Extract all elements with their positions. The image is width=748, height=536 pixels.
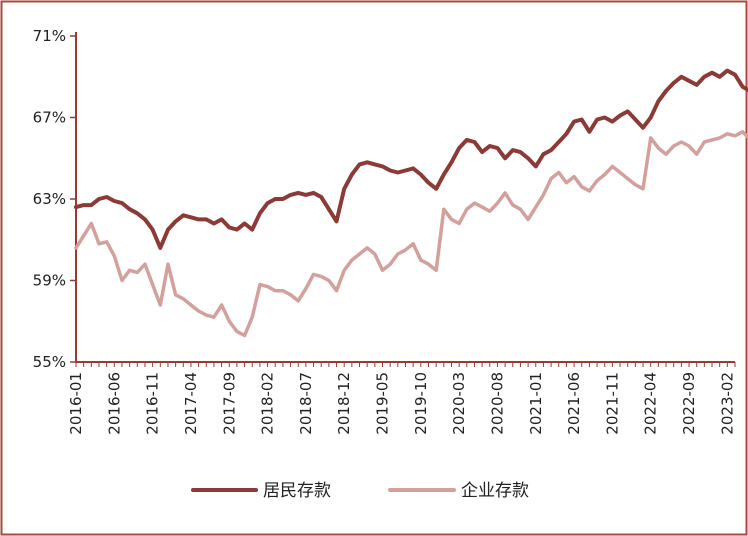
x-tick-label: 2022-04 <box>642 372 660 435</box>
x-tick-label: 2019-10 <box>412 372 430 435</box>
x-tick-label: 2020-08 <box>488 372 506 435</box>
x-tick-label: 2018-12 <box>335 372 353 435</box>
x-tick-label: 2016-06 <box>105 372 123 435</box>
series-line-corporate-deposits <box>74 130 748 338</box>
legend-item-resident-deposits-label: 居民存款 <box>263 481 331 501</box>
y-tick-label: 67% <box>33 109 66 127</box>
x-axis-ticks: 2016-01 2016-06 2016-11 2017-04 2017-09 2018-… <box>67 362 736 435</box>
y-tick-label: 71% <box>33 27 66 45</box>
x-tick-label: 2023-02 <box>718 372 736 435</box>
x-tick-label: 2016-11 <box>144 372 162 435</box>
series-layer <box>74 68 748 338</box>
x-tick-label: 2020-03 <box>450 372 468 435</box>
y-tick-label: 63% <box>33 190 66 208</box>
legend: 居民存款 企业存款 <box>191 481 529 501</box>
x-tick-label: 2016-01 <box>67 372 85 435</box>
x-tick-label: 2021-06 <box>565 372 583 435</box>
x-tick-label: 2018-02 <box>259 372 277 435</box>
x-tick-label: 2017-09 <box>220 372 238 435</box>
legend-item-corporate-deposits-label: 企业存款 <box>461 481 529 501</box>
y-axis-ticks: 55% 59% 63% 67% 71% <box>33 27 76 371</box>
x-tick-label: 2022-09 <box>680 372 698 435</box>
x-tick-label: 2018-07 <box>297 372 315 435</box>
x-tick-label: 2017-04 <box>182 372 200 435</box>
x-tick-label: 2019-05 <box>374 372 392 435</box>
x-tick-label: 2021-11 <box>603 372 621 435</box>
y-tick-label: 59% <box>33 272 66 290</box>
series-line-resident-deposits <box>74 68 748 250</box>
x-tick-label: 2021-01 <box>527 372 545 435</box>
y-tick-label: 55% <box>33 353 66 371</box>
